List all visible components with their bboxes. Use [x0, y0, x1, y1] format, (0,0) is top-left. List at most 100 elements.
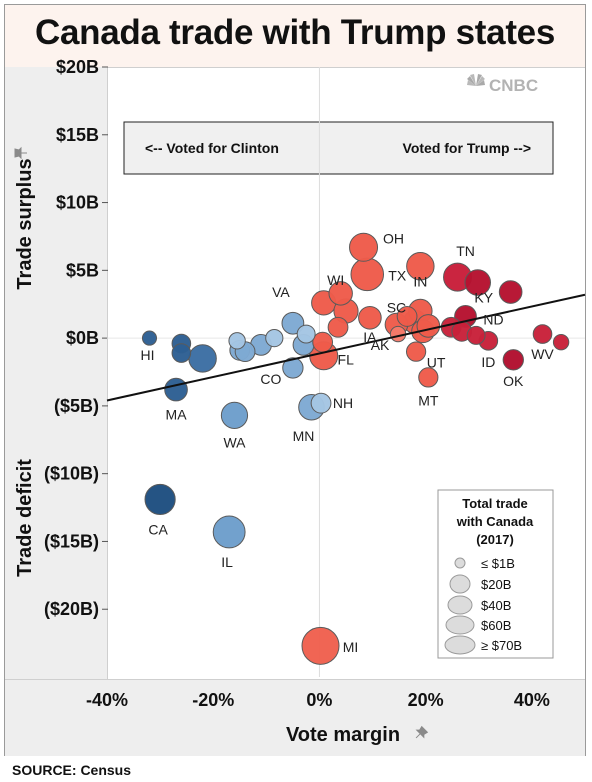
annotation-left: <-- Voted for Clinton — [145, 140, 279, 156]
data-point — [228, 332, 246, 350]
legend-bubble — [449, 574, 471, 594]
data-point — [310, 392, 332, 414]
data-point — [220, 401, 249, 429]
annotation-box — [123, 121, 554, 175]
legend-label: ≥ $70B — [481, 638, 522, 653]
size-legend: Total trade with Canada (2017) ≤ $1B $20B… — [437, 489, 554, 659]
y-tick-label: $5B — [66, 260, 99, 280]
y-tick-label: ($10B) — [44, 464, 99, 484]
point-label: HI — [140, 347, 154, 363]
data-point — [144, 483, 176, 516]
data-point — [281, 311, 305, 335]
data-point — [466, 325, 486, 345]
x-tick-label: 0% — [306, 690, 332, 710]
peacock-icon — [467, 74, 485, 86]
data-point — [350, 257, 385, 292]
x-tick-label: -20% — [192, 690, 234, 710]
x-tick-label: -40% — [86, 690, 128, 710]
data-point — [328, 281, 353, 306]
point-label: TN — [456, 243, 475, 259]
y-tick-label: $10B — [56, 193, 99, 213]
legend-bubble — [447, 595, 473, 615]
point-label: WV — [531, 346, 554, 362]
point-label: IA — [363, 329, 377, 345]
data-point — [405, 341, 427, 362]
y-tick-label: ($5B) — [54, 396, 99, 416]
data-point — [312, 331, 334, 353]
legend-title-1: Total trade — [462, 496, 528, 511]
point-label: SC — [387, 300, 406, 316]
y-axis-title-top: Trade surplus — [14, 158, 36, 289]
title-bar: Canada trade with Trump states — [5, 5, 585, 68]
y-tick-label: $20B — [56, 57, 99, 77]
point-label: CO — [260, 371, 281, 387]
legend-label: $20B — [481, 577, 511, 592]
data-point — [188, 344, 217, 373]
data-point — [498, 280, 523, 304]
point-label: KY — [474, 290, 493, 306]
data-point — [141, 330, 158, 346]
point-label: FL — [338, 352, 355, 368]
point-label: TX — [388, 267, 407, 283]
trend-line — [106, 293, 586, 402]
point-label: MI — [343, 639, 359, 655]
point-label: ND — [483, 311, 503, 327]
y-axis-title-bottom: Trade deficit — [14, 459, 36, 577]
point-label: MN — [293, 428, 315, 444]
legend-bubble — [445, 615, 475, 635]
point-label: MA — [166, 407, 188, 423]
point-labels: HI MA CA IL WA CO VA MN NH MI FL WI OH TX IA SC AK IN UT MT… — [140, 230, 554, 655]
data-point — [396, 306, 418, 327]
point-label: WA — [223, 434, 246, 450]
logo-text: CNBC — [489, 76, 538, 95]
legend-label: $60B — [481, 618, 511, 633]
data-point — [212, 515, 246, 549]
x-tick-label: 20% — [408, 690, 444, 710]
data-point — [406, 252, 435, 281]
data-point — [349, 232, 379, 262]
y-tick-label: ($15B) — [44, 531, 99, 551]
y-tick-label: $0B — [66, 328, 99, 348]
legend-bubble — [454, 557, 466, 569]
data-point — [502, 349, 524, 371]
x-axis-title: Vote margin — [286, 724, 400, 746]
legend-bubble — [444, 635, 476, 655]
pin-icon — [14, 146, 27, 160]
data-point — [418, 367, 439, 388]
point-label: UT — [427, 355, 446, 371]
data-point — [358, 305, 382, 330]
x-axis-band — [5, 679, 585, 756]
data-point — [282, 357, 304, 379]
annotation-right: Voted for Trump --> — [403, 140, 531, 156]
point-label: VA — [272, 284, 290, 300]
pin-icon-x — [415, 725, 429, 739]
point-label: MT — [418, 392, 439, 408]
legend-title-3: (2017) — [476, 532, 514, 547]
data-point — [532, 324, 553, 344]
x-tick-labels: -40% -20% 0% 20% 40% — [86, 690, 550, 710]
data-point — [164, 377, 188, 402]
x-tick-label: 40% — [514, 690, 550, 710]
point-label: IL — [221, 554, 233, 570]
point-label: ID — [481, 354, 495, 370]
point-label: OK — [503, 373, 524, 389]
point-label: WI — [327, 272, 344, 288]
vote-annotation: <-- Voted for Clinton Voted for Trump --… — [123, 121, 554, 175]
data-point — [327, 316, 349, 338]
data-point — [416, 314, 441, 338]
y-tick-labels: $20B $15B $10B $5B $0B ($5B) ($10B) ($15B) ($20B… — [44, 57, 99, 619]
data-point — [464, 269, 492, 296]
data-point — [296, 324, 316, 344]
data-point — [265, 329, 284, 348]
legend-label: ≤ $1B — [481, 556, 515, 571]
y-tick-label: $15B — [56, 125, 99, 145]
source-note: SOURCE: Census — [12, 762, 132, 778]
point-label: OH — [383, 230, 404, 246]
trendline — [106, 293, 586, 402]
point-label: CA — [148, 521, 168, 537]
y-tick-label: ($20B) — [44, 599, 99, 619]
data-point — [552, 333, 570, 351]
cnbc-logo: CNBC — [467, 74, 538, 95]
chart-title: Canada trade with Trump states — [34, 13, 556, 52]
